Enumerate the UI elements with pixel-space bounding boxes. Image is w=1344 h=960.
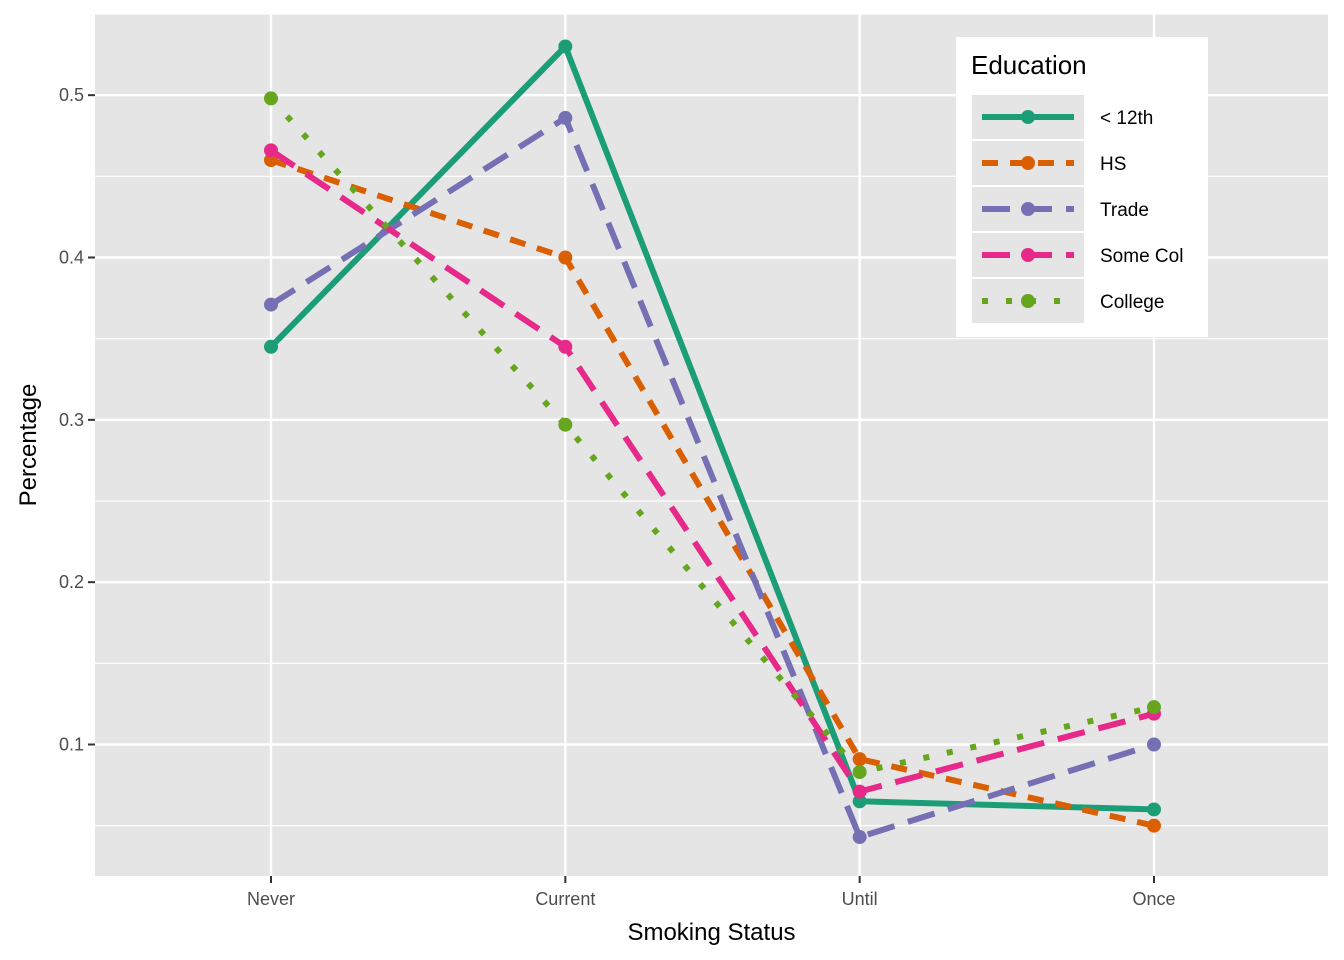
- y-tick-label: 0.3: [59, 410, 84, 430]
- data-point: [852, 794, 867, 809]
- legend-label: Trade: [1100, 200, 1149, 221]
- x-tick-label: Never: [247, 889, 295, 909]
- series-layer: [264, 39, 1161, 845]
- legend: Education < 12th HS Trade Some Col College: [956, 37, 1208, 337]
- legend-title: Education: [971, 50, 1087, 80]
- data-point: [558, 39, 573, 54]
- x-tick-label: Current: [535, 889, 595, 909]
- legend-key-point: [1021, 248, 1035, 262]
- y-tick-label: 0.4: [59, 248, 84, 268]
- x-axis-title: Smoking Status: [627, 919, 795, 946]
- y-tick-label: 0.2: [59, 572, 84, 592]
- series: [264, 39, 1161, 817]
- data-point: [558, 417, 573, 432]
- data-point: [264, 297, 278, 312]
- data-point: [852, 784, 867, 799]
- data-point: [264, 91, 278, 106]
- legend-label: Some Col: [1100, 246, 1183, 267]
- legend-label: HS: [1100, 154, 1126, 175]
- legend-key-point: [1021, 110, 1035, 124]
- data-point: [558, 250, 573, 265]
- legend-label: < 12th: [1100, 108, 1153, 129]
- series: [264, 110, 1161, 845]
- data-point: [558, 339, 573, 354]
- legend-key-point: [1021, 156, 1035, 170]
- legend-item: Some Col: [972, 233, 1183, 277]
- legend-item: < 12th: [972, 95, 1153, 139]
- legend-key-point: [1021, 294, 1035, 308]
- series-line: [269, 147, 1155, 795]
- x-tick-label: Once: [1132, 889, 1175, 909]
- legend-item: Trade: [972, 187, 1149, 231]
- x-tick-label: Until: [842, 889, 878, 909]
- data-point: [558, 110, 573, 125]
- y-tick-label: 0.5: [59, 85, 84, 105]
- series: [264, 91, 1161, 780]
- data-point: [852, 752, 867, 767]
- data-point: [264, 153, 278, 168]
- series-line: [268, 96, 1155, 776]
- data-point: [1146, 818, 1161, 833]
- legend-key-point: [1021, 202, 1035, 216]
- data-point: [852, 765, 867, 780]
- data-point: [264, 339, 278, 354]
- series-line: [268, 43, 1155, 813]
- x-axis-ticks: Never Current Until Once: [247, 876, 1176, 909]
- series-line: [269, 114, 1155, 840]
- data-point: [264, 143, 278, 158]
- legend-item: HS: [972, 141, 1126, 185]
- y-axis-ticks: 0.1 0.2 0.3 0.4 0.5: [59, 85, 95, 755]
- data-point: [1146, 737, 1161, 752]
- data-point: [1146, 700, 1161, 715]
- legend-items: < 12th HS Trade Some Col College: [972, 95, 1183, 323]
- legend-label: College: [1100, 292, 1164, 313]
- data-point: [852, 830, 867, 845]
- legend-item: College: [972, 279, 1164, 323]
- y-axis-title: Percentage: [15, 384, 42, 507]
- data-point: [1146, 802, 1161, 817]
- y-tick-label: 0.1: [59, 735, 84, 755]
